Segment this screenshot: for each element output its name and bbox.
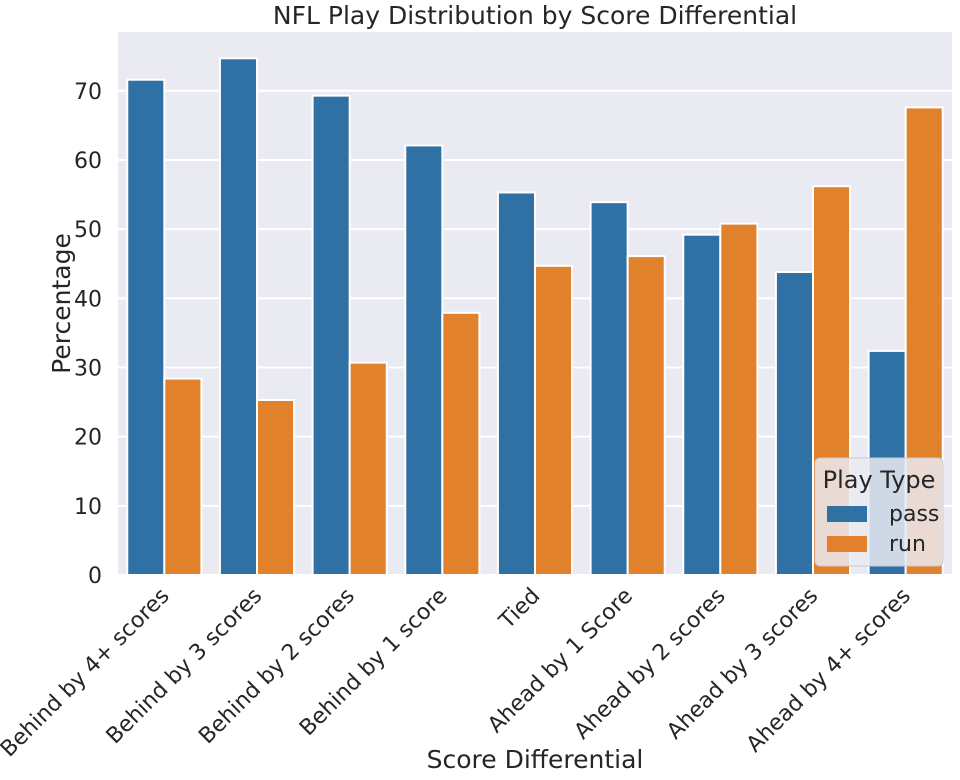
bar-pass-6	[682, 233, 722, 576]
bar-pass-7	[774, 271, 815, 576]
x-tick-label: Behind by 2 scores	[194, 584, 360, 750]
y-tick-label: 30	[74, 356, 102, 381]
x-tick-label: Tied	[494, 584, 545, 635]
legend-label-pass: pass	[889, 502, 939, 527]
bar-run-5	[626, 255, 666, 576]
x-tick-label: Ahead by 3 scores	[662, 584, 823, 745]
x-tick-label: Behind by 4+ scores	[0, 584, 175, 763]
bar-pass-1	[218, 57, 258, 577]
legend-label-run: run	[889, 532, 926, 557]
legend-swatch-run	[827, 536, 867, 552]
x-axis-label: Score Differential	[427, 745, 644, 774]
x-tick-label: Ahead by 2 scores	[570, 584, 731, 745]
y-tick-label: 20	[74, 426, 102, 451]
legend-swatch-pass	[827, 506, 867, 522]
y-axis-label: Percentage	[47, 233, 76, 374]
chart-title: NFL Play Distribution by Score Different…	[273, 1, 797, 30]
legend-title: Play Type	[823, 466, 936, 494]
bars	[126, 57, 944, 577]
legend: Play Type pass run	[814, 457, 944, 567]
y-tick-label: 50	[74, 218, 102, 243]
bar-run-1	[256, 398, 296, 576]
bar-pass-0	[126, 78, 166, 576]
bar-pass-2	[311, 94, 351, 576]
bar-run-0	[163, 377, 203, 577]
bar-run-6	[719, 222, 759, 576]
y-tick-labels: 0 10 20 30 40 50 60 70	[74, 80, 102, 589]
y-tick-label: 40	[74, 287, 102, 312]
bar-pass-3	[404, 144, 444, 576]
y-tick-label: 10	[74, 495, 102, 520]
x-tick-label: Behind by 3 scores	[102, 584, 268, 750]
y-tick-label: 70	[74, 80, 102, 105]
bar-run-4	[534, 264, 574, 576]
x-tick-label: Ahead by 4+ scores	[742, 584, 916, 758]
bar-run-2	[348, 361, 388, 576]
bar-pass-4	[496, 191, 536, 576]
bar-pass-5	[589, 201, 629, 576]
bar-run-3	[441, 311, 481, 576]
y-tick-label: 60	[74, 149, 102, 174]
y-tick-label: 0	[88, 564, 102, 589]
